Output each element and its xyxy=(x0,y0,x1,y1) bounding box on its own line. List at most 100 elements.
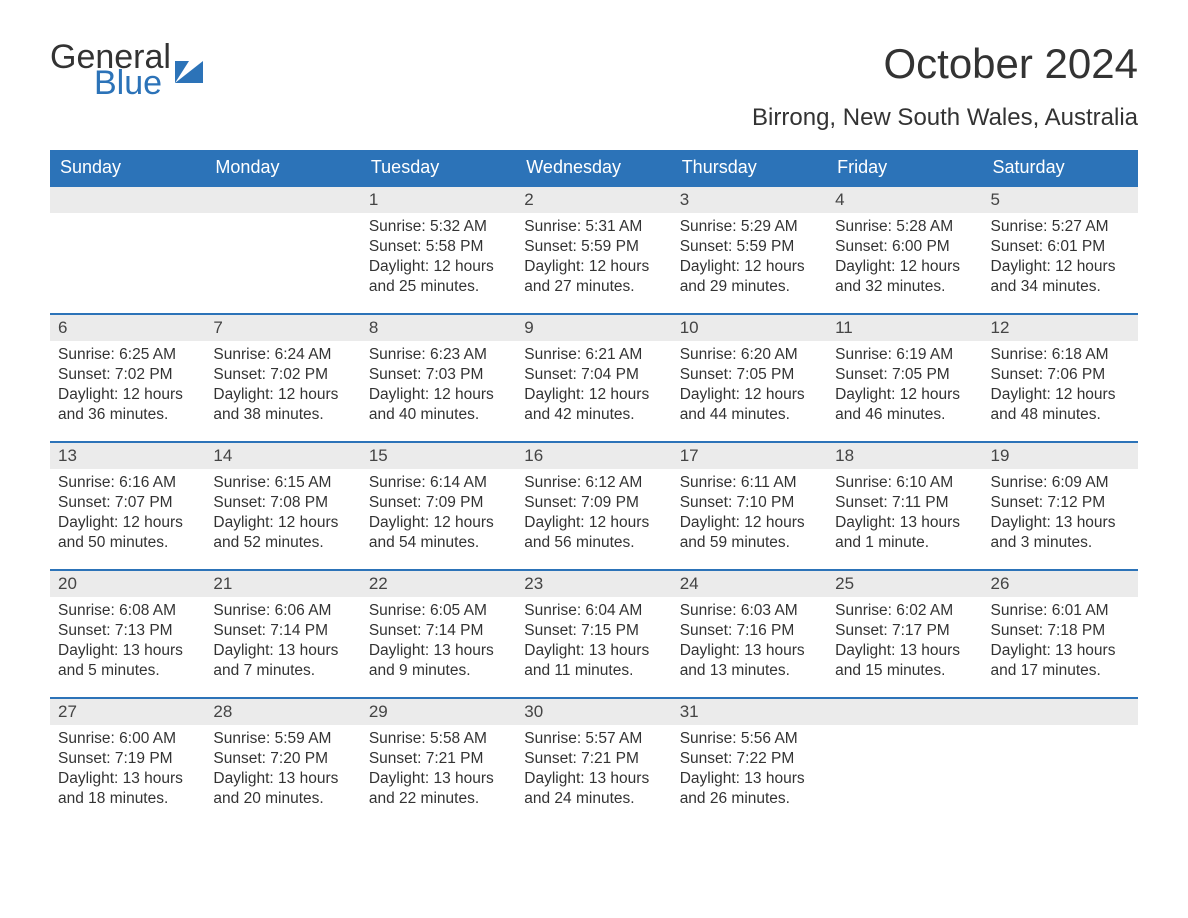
sunset-line: Sunset: 7:16 PM xyxy=(680,621,819,641)
day-number: 29 xyxy=(361,697,516,725)
sunset-line: Sunset: 7:13 PM xyxy=(58,621,197,641)
logo-flag-icon xyxy=(175,61,203,83)
day-body: Sunrise: 6:15 AMSunset: 7:08 PMDaylight:… xyxy=(205,469,360,562)
sunset-line: Sunset: 7:14 PM xyxy=(369,621,508,641)
calendar-cell: 1Sunrise: 5:32 AMSunset: 5:58 PMDaylight… xyxy=(361,185,516,313)
calendar-cell: 19Sunrise: 6:09 AMSunset: 7:12 PMDayligh… xyxy=(983,441,1138,569)
calendar-cell: 8Sunrise: 6:23 AMSunset: 7:03 PMDaylight… xyxy=(361,313,516,441)
sunset-line: Sunset: 7:08 PM xyxy=(213,493,352,513)
daylight-line: Daylight: 12 hours and 50 minutes. xyxy=(58,513,197,553)
sunset-line: Sunset: 7:05 PM xyxy=(680,365,819,385)
calendar-cell: 16Sunrise: 6:12 AMSunset: 7:09 PMDayligh… xyxy=(516,441,671,569)
day-header: Tuesday xyxy=(361,150,516,185)
daylight-line: Daylight: 13 hours and 11 minutes. xyxy=(524,641,663,681)
sunrise-line: Sunrise: 6:12 AM xyxy=(524,473,663,493)
daylight-line: Daylight: 12 hours and 48 minutes. xyxy=(991,385,1130,425)
day-header: Wednesday xyxy=(516,150,671,185)
daylight-line: Daylight: 13 hours and 1 minute. xyxy=(835,513,974,553)
sunrise-line: Sunrise: 5:28 AM xyxy=(835,217,974,237)
calendar-body: 1Sunrise: 5:32 AMSunset: 5:58 PMDaylight… xyxy=(50,185,1138,825)
sunrise-line: Sunrise: 5:59 AM xyxy=(213,729,352,749)
day-body: Sunrise: 6:20 AMSunset: 7:05 PMDaylight:… xyxy=(672,341,827,434)
sunrise-line: Sunrise: 6:23 AM xyxy=(369,345,508,365)
sunset-line: Sunset: 7:21 PM xyxy=(369,749,508,769)
day-header: Friday xyxy=(827,150,982,185)
sunset-line: Sunset: 5:59 PM xyxy=(680,237,819,257)
sunrise-line: Sunrise: 6:24 AM xyxy=(213,345,352,365)
daylight-line: Daylight: 13 hours and 18 minutes. xyxy=(58,769,197,809)
calendar-cell: 10Sunrise: 6:20 AMSunset: 7:05 PMDayligh… xyxy=(672,313,827,441)
daylight-line: Daylight: 12 hours and 29 minutes. xyxy=(680,257,819,297)
day-body: Sunrise: 6:14 AMSunset: 7:09 PMDaylight:… xyxy=(361,469,516,562)
day-number xyxy=(205,185,360,213)
day-number: 11 xyxy=(827,313,982,341)
day-body: Sunrise: 6:04 AMSunset: 7:15 PMDaylight:… xyxy=(516,597,671,690)
sunset-line: Sunset: 7:18 PM xyxy=(991,621,1130,641)
sunrise-line: Sunrise: 6:01 AM xyxy=(991,601,1130,621)
sunset-line: Sunset: 7:20 PM xyxy=(213,749,352,769)
calendar-cell: 20Sunrise: 6:08 AMSunset: 7:13 PMDayligh… xyxy=(50,569,205,697)
day-number: 12 xyxy=(983,313,1138,341)
sunrise-line: Sunrise: 5:58 AM xyxy=(369,729,508,749)
day-number: 1 xyxy=(361,185,516,213)
calendar-head: SundayMondayTuesdayWednesdayThursdayFrid… xyxy=(50,150,1138,185)
sunrise-line: Sunrise: 6:10 AM xyxy=(835,473,974,493)
sunrise-line: Sunrise: 6:15 AM xyxy=(213,473,352,493)
day-body: Sunrise: 6:03 AMSunset: 7:16 PMDaylight:… xyxy=(672,597,827,690)
calendar-cell: 28Sunrise: 5:59 AMSunset: 7:20 PMDayligh… xyxy=(205,697,360,825)
day-number: 14 xyxy=(205,441,360,469)
day-number: 23 xyxy=(516,569,671,597)
calendar-cell: 18Sunrise: 6:10 AMSunset: 7:11 PMDayligh… xyxy=(827,441,982,569)
sunset-line: Sunset: 7:11 PM xyxy=(835,493,974,513)
calendar-cell: 31Sunrise: 5:56 AMSunset: 7:22 PMDayligh… xyxy=(672,697,827,825)
daylight-line: Daylight: 12 hours and 59 minutes. xyxy=(680,513,819,553)
page-title: October 2024 xyxy=(752,40,1138,88)
day-body: Sunrise: 6:16 AMSunset: 7:07 PMDaylight:… xyxy=(50,469,205,562)
calendar-cell: 14Sunrise: 6:15 AMSunset: 7:08 PMDayligh… xyxy=(205,441,360,569)
sunset-line: Sunset: 7:04 PM xyxy=(524,365,663,385)
sunrise-line: Sunrise: 6:21 AM xyxy=(524,345,663,365)
day-number: 16 xyxy=(516,441,671,469)
day-body: Sunrise: 5:28 AMSunset: 6:00 PMDaylight:… xyxy=(827,213,982,306)
day-body: Sunrise: 6:19 AMSunset: 7:05 PMDaylight:… xyxy=(827,341,982,434)
day-number: 20 xyxy=(50,569,205,597)
sunrise-line: Sunrise: 6:02 AM xyxy=(835,601,974,621)
daylight-line: Daylight: 13 hours and 3 minutes. xyxy=(991,513,1130,553)
day-number: 10 xyxy=(672,313,827,341)
day-number: 27 xyxy=(50,697,205,725)
calendar-cell xyxy=(983,697,1138,825)
calendar-cell: 21Sunrise: 6:06 AMSunset: 7:14 PMDayligh… xyxy=(205,569,360,697)
day-body: Sunrise: 5:59 AMSunset: 7:20 PMDaylight:… xyxy=(205,725,360,818)
sunset-line: Sunset: 7:02 PM xyxy=(213,365,352,385)
sunset-line: Sunset: 7:12 PM xyxy=(991,493,1130,513)
day-number: 15 xyxy=(361,441,516,469)
sunset-line: Sunset: 6:00 PM xyxy=(835,237,974,257)
calendar-cell: 4Sunrise: 5:28 AMSunset: 6:00 PMDaylight… xyxy=(827,185,982,313)
logo: General Blue xyxy=(50,40,203,100)
sunset-line: Sunset: 6:01 PM xyxy=(991,237,1130,257)
calendar-cell: 27Sunrise: 6:00 AMSunset: 7:19 PMDayligh… xyxy=(50,697,205,825)
daylight-line: Daylight: 13 hours and 17 minutes. xyxy=(991,641,1130,681)
day-number: 3 xyxy=(672,185,827,213)
location-line: Birrong, New South Wales, Australia xyxy=(752,104,1138,132)
logo-text: General Blue xyxy=(50,40,171,100)
daylight-line: Daylight: 12 hours and 44 minutes. xyxy=(680,385,819,425)
calendar-cell: 9Sunrise: 6:21 AMSunset: 7:04 PMDaylight… xyxy=(516,313,671,441)
sunrise-line: Sunrise: 6:16 AM xyxy=(58,473,197,493)
day-number: 17 xyxy=(672,441,827,469)
sunset-line: Sunset: 7:22 PM xyxy=(680,749,819,769)
calendar-week: 20 Sunrise: 6:08 AMSunset: 7:13 PM Dayligh… xyxy=(50,569,1138,697)
calendar-week: 6Sunrise: 6:25 AMSunset: 7:02 PMDaylight… xyxy=(50,313,1138,441)
day-number: 4 xyxy=(827,185,982,213)
day-body: Sunrise: 6:10 AMSunset: 7:11 PMDaylight:… xyxy=(827,469,982,562)
day-header: Thursday xyxy=(672,150,827,185)
day-header: Sunday xyxy=(50,150,205,185)
calendar-cell: 11Sunrise: 6:19 AMSunset: 7:05 PMDayligh… xyxy=(827,313,982,441)
day-number: 5 xyxy=(983,185,1138,213)
calendar-cell: 17Sunrise: 6:11 AMSunset: 7:10 PMDayligh… xyxy=(672,441,827,569)
calendar-cell: 15Sunrise: 6:14 AMSunset: 7:09 PMDayligh… xyxy=(361,441,516,569)
daylight-line: Daylight: 12 hours and 25 minutes. xyxy=(369,257,508,297)
day-number: 28 xyxy=(205,697,360,725)
sunset-line: Sunset: 7:06 PM xyxy=(991,365,1130,385)
sunrise-line: Sunrise: 6:08 AM xyxy=(58,601,197,621)
